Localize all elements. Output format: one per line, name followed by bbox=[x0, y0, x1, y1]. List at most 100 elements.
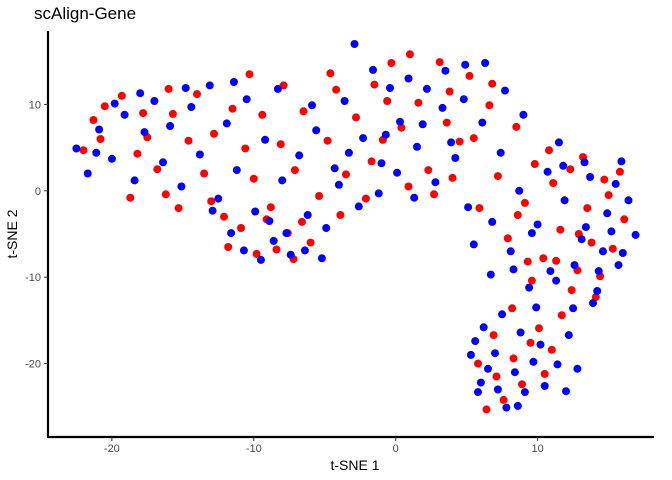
data-point bbox=[491, 349, 499, 358]
data-point bbox=[340, 97, 349, 105]
x-axis-label: t-SNE 1 bbox=[330, 457, 379, 473]
data-point bbox=[222, 119, 231, 128]
data-point bbox=[139, 109, 148, 118]
data-point bbox=[624, 196, 633, 205]
x-tick-label: 0 bbox=[393, 443, 399, 455]
data-point bbox=[540, 369, 549, 378]
data-point bbox=[256, 255, 265, 264]
data-point bbox=[387, 59, 396, 67]
data-point bbox=[431, 178, 440, 187]
data-point bbox=[249, 174, 258, 183]
data-point bbox=[150, 97, 159, 105]
data-point bbox=[614, 261, 623, 270]
data-point bbox=[295, 151, 304, 160]
data-point bbox=[418, 120, 427, 129]
data-point bbox=[430, 190, 438, 199]
data-point bbox=[308, 101, 316, 110]
data-point bbox=[383, 97, 392, 105]
data-point bbox=[404, 74, 413, 83]
data-point bbox=[577, 235, 586, 244]
data-point bbox=[205, 81, 214, 90]
data-point bbox=[519, 110, 528, 119]
data-point bbox=[552, 256, 561, 265]
data-point bbox=[117, 91, 126, 100]
data-point bbox=[381, 130, 390, 139]
data-point bbox=[518, 380, 526, 389]
data-point bbox=[540, 382, 549, 390]
data-point bbox=[312, 126, 321, 135]
data-point bbox=[330, 164, 339, 173]
data-point bbox=[503, 234, 512, 243]
data-point bbox=[396, 117, 404, 126]
data-point bbox=[508, 304, 517, 313]
data-point bbox=[232, 166, 241, 175]
data-point bbox=[478, 118, 487, 127]
data-point bbox=[513, 401, 522, 410]
data-point bbox=[501, 86, 509, 95]
data-point bbox=[404, 182, 413, 191]
data-point bbox=[367, 157, 376, 166]
data-point bbox=[352, 113, 360, 122]
data-point bbox=[593, 287, 602, 295]
data-point bbox=[282, 229, 291, 238]
data-point bbox=[273, 84, 282, 93]
data-point bbox=[620, 215, 629, 224]
data-point bbox=[594, 267, 603, 276]
data-point bbox=[96, 135, 105, 143]
data-point bbox=[334, 180, 343, 189]
data-point bbox=[615, 167, 624, 176]
y-axis-label: t-SNE 2 bbox=[4, 209, 20, 258]
data-point bbox=[422, 84, 431, 93]
data-point bbox=[475, 204, 484, 213]
data-point bbox=[459, 95, 468, 104]
data-point bbox=[481, 59, 490, 67]
data-point bbox=[523, 257, 532, 266]
data-point bbox=[618, 249, 627, 257]
data-point bbox=[557, 311, 566, 320]
data-point bbox=[529, 357, 538, 366]
data-point bbox=[227, 229, 236, 238]
data-point bbox=[229, 78, 238, 86]
data-point bbox=[502, 403, 511, 412]
data-point bbox=[174, 204, 183, 213]
data-point bbox=[374, 189, 383, 198]
data-point bbox=[552, 276, 561, 285]
data-point bbox=[482, 405, 491, 414]
data-point bbox=[485, 101, 494, 110]
data-point bbox=[512, 122, 521, 131]
x-axis-ticks: -20 -10 0 10 bbox=[104, 437, 544, 455]
data-point bbox=[228, 104, 237, 113]
data-point bbox=[569, 304, 578, 313]
data-point bbox=[549, 179, 558, 187]
data-point bbox=[535, 324, 543, 333]
data-point bbox=[252, 249, 261, 258]
data-point bbox=[600, 175, 609, 184]
data-point bbox=[559, 161, 568, 170]
chart-title: scAlign-Gene bbox=[34, 4, 136, 23]
data-point bbox=[520, 198, 529, 207]
data-point bbox=[520, 388, 529, 397]
data-point bbox=[543, 167, 552, 176]
data-point bbox=[608, 244, 617, 253]
data-point bbox=[193, 90, 201, 99]
data-point bbox=[300, 246, 309, 255]
x-tick-label: -20 bbox=[104, 443, 120, 455]
data-point bbox=[239, 246, 248, 255]
data-point bbox=[607, 227, 616, 236]
data-point bbox=[451, 154, 460, 162]
data-point bbox=[126, 193, 135, 202]
y-tick-label: 0 bbox=[35, 186, 41, 198]
data-point bbox=[617, 157, 626, 166]
data-point bbox=[545, 146, 553, 155]
data-point bbox=[516, 328, 525, 337]
data-point bbox=[161, 190, 170, 199]
data-point bbox=[474, 359, 482, 368]
data-point bbox=[107, 154, 116, 163]
data-point bbox=[441, 66, 450, 75]
data-point bbox=[509, 265, 518, 274]
data-point bbox=[344, 148, 353, 157]
data-point bbox=[166, 122, 175, 130]
data-point bbox=[164, 84, 173, 93]
data-point bbox=[377, 159, 386, 168]
data-point bbox=[553, 360, 562, 369]
